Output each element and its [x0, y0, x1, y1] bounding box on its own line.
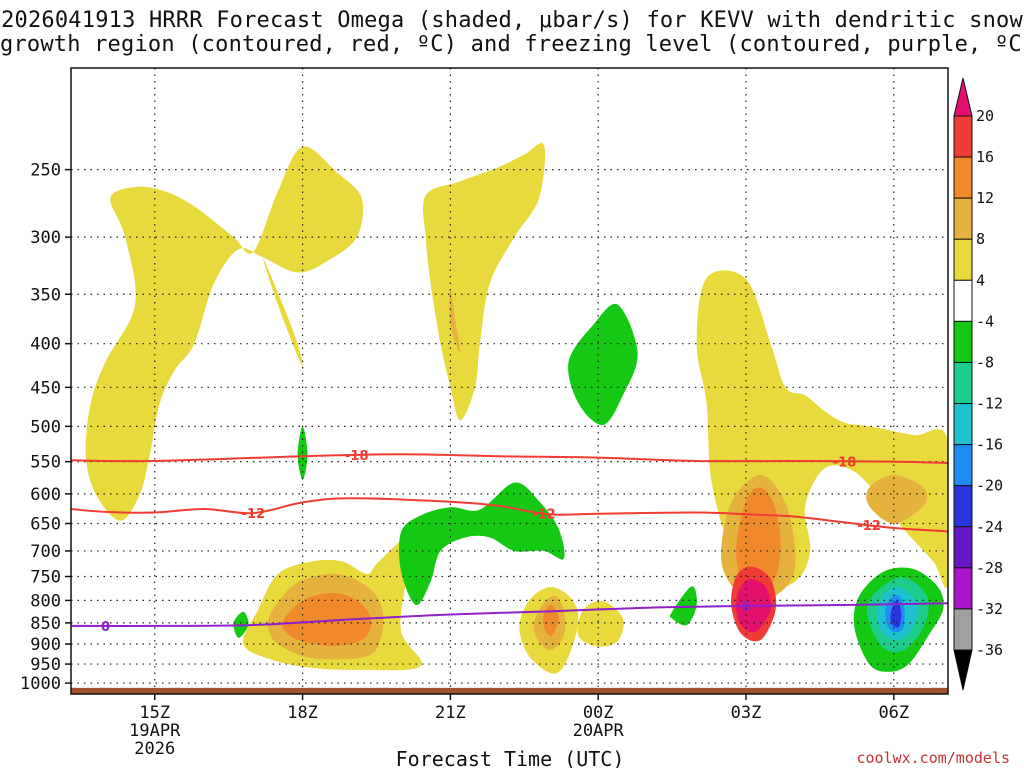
colorbar-label-8: 8 — [976, 230, 985, 248]
y-tick-label-500: 500 — [30, 417, 61, 437]
colorbar-label--20: -20 — [976, 477, 1003, 495]
dgz-lower-label-1: -12 — [532, 507, 556, 522]
dgz-lower-label-2: -12 — [857, 519, 881, 534]
y-tick-label-950: 950 — [30, 655, 61, 675]
x-tick-label-03Z: 03Z — [731, 703, 762, 723]
x-tick-date-15Z: 19APR — [129, 721, 181, 741]
y-tick-label-650: 650 — [30, 515, 61, 535]
dgz-upper-line — [71, 453, 948, 464]
chart-title-line-2: growth region (contoured, red, ºC) and f… — [0, 32, 1024, 57]
chart-title-line-1: 2026041913 HRRR Forecast Omega (shaded, … — [1, 8, 1023, 33]
x-tick-label-21Z: 21Z — [435, 703, 466, 723]
x-tick-label-18Z: 18Z — [287, 703, 318, 723]
y-tick-label-350: 350 — [30, 285, 61, 305]
omega-region-8-8 — [866, 474, 928, 524]
x-tick-date-00Z: 20APR — [573, 721, 625, 741]
axis-layer: 2503003504004505005506006507007508008509… — [20, 161, 909, 759]
dgz-lower-label-0: -12 — [242, 507, 266, 522]
omega-region-12-12 — [282, 593, 372, 647]
colorbar-label-4: 4 — [976, 271, 985, 289]
dgz-lower-line — [71, 497, 948, 533]
colorbar-label-20: 20 — [976, 107, 994, 125]
site-credit: coolwx.com/models — [856, 749, 1010, 767]
colorbar-box-12 — [953, 608, 973, 651]
colorbar-box-7 — [953, 403, 973, 446]
y-tick-label-600: 600 — [30, 485, 61, 505]
colorbar-box-11 — [953, 567, 973, 610]
ground-layer — [71, 687, 948, 694]
omega-region-4-0 — [85, 146, 364, 521]
y-tick-label-700: 700 — [30, 542, 61, 562]
colorbar-box-2 — [953, 197, 973, 240]
colorbar-box-8 — [953, 444, 973, 487]
colorbar-box-4 — [953, 279, 973, 322]
y-tick-label-750: 750 — [30, 568, 61, 588]
y-tick-label-1000: 1000 — [20, 674, 61, 694]
plot-background — [71, 68, 948, 694]
colorbar: 20 16 12 8 4 -4 -8 -12 -16 -20 -24 -28 -32 -36 — [953, 77, 1003, 691]
colorbar-bottom-arrow — [953, 649, 973, 691]
omega-region--4-17 — [398, 482, 565, 606]
colorbar-label--16: -16 — [976, 436, 1003, 454]
colorbar-box-10 — [953, 526, 973, 569]
omega-region-8-11 — [449, 288, 461, 353]
omega-region--4-18 — [568, 303, 638, 425]
x-tick-label-00Z: 00Z — [583, 703, 614, 723]
colorbar-box-5 — [953, 320, 973, 363]
omega-region-4-2 — [422, 142, 545, 421]
colorbar-box-3 — [953, 238, 973, 281]
y-tick-label-400: 400 — [30, 335, 61, 355]
colorbar-label--28: -28 — [976, 559, 1003, 577]
omega-region-4-6 — [577, 600, 624, 647]
dgz-upper-label-1: -18 — [833, 455, 857, 470]
freezing-level-label-1: 0 — [741, 600, 750, 615]
omega-region-12-14 — [543, 604, 559, 636]
y-tick-label-850: 850 — [30, 614, 61, 634]
plot-frame — [70, 67, 949, 695]
colorbar-box-0 — [953, 115, 973, 158]
x-tick-label-06Z: 06Z — [878, 703, 909, 723]
colorbar-box-1 — [953, 156, 973, 199]
freezing-level-line — [71, 602, 948, 627]
dgz-upper-label-0: -18 — [345, 449, 369, 464]
colorbar-box-9 — [953, 485, 973, 528]
y-tick-label-250: 250 — [30, 161, 61, 181]
omega-region--4-20 — [297, 426, 308, 480]
colorbar-label-12: 12 — [976, 189, 994, 207]
colorbar-label--24: -24 — [976, 518, 1003, 536]
colorbar-label--4: -4 — [976, 312, 994, 330]
colorbar-label-16: 16 — [976, 148, 994, 166]
omega-region--4-21 — [669, 586, 697, 626]
omega-shading-layer — [85, 142, 948, 674]
colorbar-label--32: -32 — [976, 600, 1003, 618]
omega-region-4-1 — [263, 258, 303, 367]
colorbar-label--12: -12 — [976, 395, 1003, 413]
colorbar-label--36: -36 — [976, 641, 1003, 659]
freezing-level-label-0: 0 — [101, 620, 110, 635]
y-tick-label-300: 300 — [30, 228, 61, 248]
colorbar-box-6 — [953, 361, 973, 405]
ground-surface — [71, 687, 948, 694]
grid-layer — [71, 68, 948, 694]
contour-layer: -18 -18 -12 -12 -12 0 0 — [71, 449, 948, 635]
x-tick-year-15Z: 2026 — [134, 739, 175, 759]
colorbar-top-arrow — [953, 77, 973, 117]
colorbar-label--8: -8 — [976, 353, 994, 371]
x-tick-label-15Z: 15Z — [139, 703, 170, 723]
x-axis-label: Forecast Time (UTC) — [396, 747, 625, 768]
y-tick-label-800: 800 — [30, 591, 61, 611]
y-tick-label-450: 450 — [30, 378, 61, 398]
y-tick-label-550: 550 — [30, 453, 61, 473]
y-tick-label-900: 900 — [30, 635, 61, 655]
omega-region--20-26 — [890, 600, 902, 628]
